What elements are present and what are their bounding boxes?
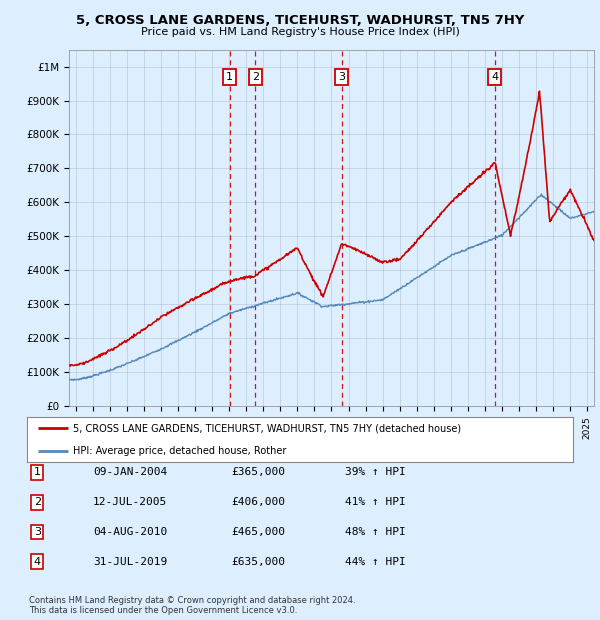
Text: 1: 1 xyxy=(226,72,233,82)
Text: 2: 2 xyxy=(34,497,41,507)
Text: 2: 2 xyxy=(252,72,259,82)
Text: £406,000: £406,000 xyxy=(231,497,285,507)
Text: £635,000: £635,000 xyxy=(231,557,285,567)
Text: 1: 1 xyxy=(34,467,41,477)
Text: 04-AUG-2010: 04-AUG-2010 xyxy=(93,527,167,537)
Text: 4: 4 xyxy=(34,557,41,567)
Text: £365,000: £365,000 xyxy=(231,467,285,477)
Text: 12-JUL-2005: 12-JUL-2005 xyxy=(93,497,167,507)
Text: 41% ↑ HPI: 41% ↑ HPI xyxy=(345,497,406,507)
Text: 3: 3 xyxy=(338,72,345,82)
Text: 09-JAN-2004: 09-JAN-2004 xyxy=(93,467,167,477)
Text: 5, CROSS LANE GARDENS, TICEHURST, WADHURST, TN5 7HY (detached house): 5, CROSS LANE GARDENS, TICEHURST, WADHUR… xyxy=(73,423,461,433)
Text: 31-JUL-2019: 31-JUL-2019 xyxy=(93,557,167,567)
Text: 48% ↑ HPI: 48% ↑ HPI xyxy=(345,527,406,537)
Text: Contains HM Land Registry data © Crown copyright and database right 2024.
This d: Contains HM Land Registry data © Crown c… xyxy=(29,596,355,615)
Text: 44% ↑ HPI: 44% ↑ HPI xyxy=(345,557,406,567)
Text: 5, CROSS LANE GARDENS, TICEHURST, WADHURST, TN5 7HY: 5, CROSS LANE GARDENS, TICEHURST, WADHUR… xyxy=(76,14,524,27)
Text: 3: 3 xyxy=(34,527,41,537)
Text: 39% ↑ HPI: 39% ↑ HPI xyxy=(345,467,406,477)
Text: HPI: Average price, detached house, Rother: HPI: Average price, detached house, Roth… xyxy=(73,446,287,456)
Text: £465,000: £465,000 xyxy=(231,527,285,537)
Text: 4: 4 xyxy=(491,72,499,82)
Text: Price paid vs. HM Land Registry's House Price Index (HPI): Price paid vs. HM Land Registry's House … xyxy=(140,27,460,37)
